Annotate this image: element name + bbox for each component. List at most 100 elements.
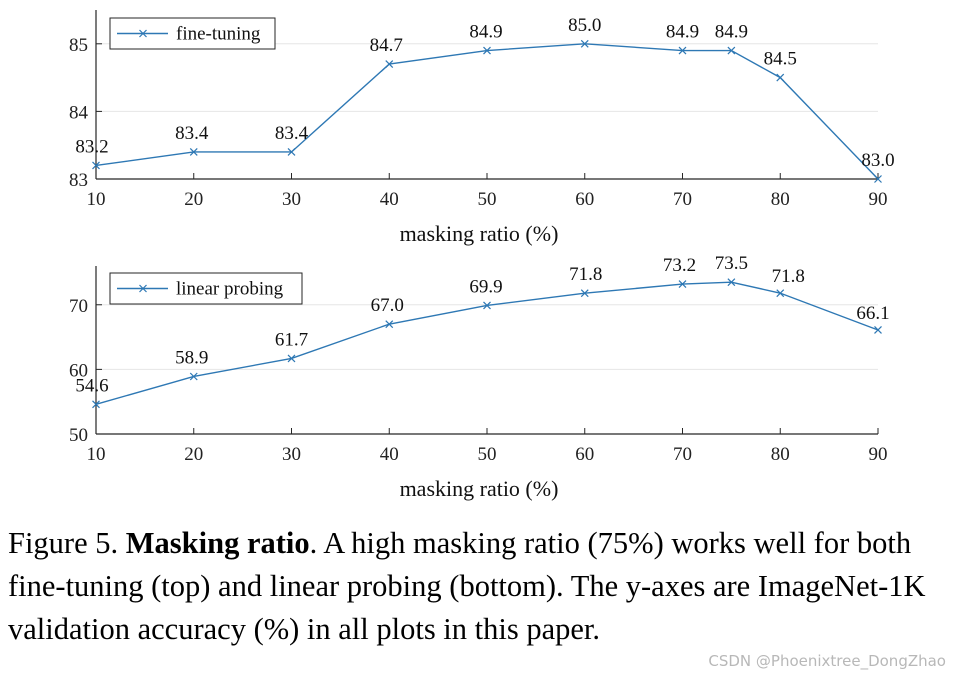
series-line: [95, 43, 879, 180]
x-tick-label: 30: [282, 444, 301, 465]
data-point-marker: [678, 280, 687, 289]
x-tick-label: 10: [87, 189, 106, 210]
marker-stroke: [776, 289, 785, 298]
data-label: 66.1: [856, 303, 889, 324]
data-label: 84.9: [666, 22, 699, 43]
x-tick-label: 70: [673, 189, 692, 210]
y-tick-label: 60: [69, 360, 88, 381]
x-tick-label: 90: [869, 444, 888, 465]
data-label: 67.0: [371, 295, 404, 316]
data-point-marker: [385, 60, 394, 69]
x-tick-label: 20: [184, 444, 203, 465]
y-tick-label: 83: [69, 170, 88, 191]
x-axis-title: masking ratio (%): [400, 476, 559, 501]
data-point-marker: [776, 289, 785, 298]
caption-body: . A high masking ratio (75%) works well …: [8, 526, 926, 646]
data-label: 73.2: [663, 255, 696, 276]
data-label: 85.0: [568, 15, 601, 36]
caption-bold-title: Masking ratio: [125, 526, 310, 560]
data-label: 83.2: [75, 136, 108, 157]
x-tick-label: 50: [478, 444, 497, 465]
data-point-marker: [189, 148, 198, 156]
data-point-marker: [385, 320, 394, 329]
series-line: [95, 281, 879, 405]
data-label: 61.7: [275, 329, 308, 350]
data-label: 83.4: [275, 123, 309, 144]
data-point-marker: [483, 46, 491, 55]
marker-stroke: [776, 73, 785, 82]
data-point-marker: [580, 39, 589, 48]
marker-stroke: [385, 320, 394, 329]
data-point-marker: [92, 400, 100, 409]
x-tick-label: 50: [478, 189, 497, 210]
data-label: 84.9: [715, 22, 748, 43]
marker-stroke: [385, 60, 394, 69]
x-tick-label: 90: [869, 189, 888, 210]
data-label: 84.7: [370, 35, 403, 56]
marker-stroke: [580, 39, 589, 48]
fine-tuning-panel: 10 20 30 40 50 60 70 80 90 83 84 85 masking ratio (%…: [69, 10, 895, 246]
legend-label: fine-tuning: [176, 24, 261, 45]
data-label: 71.8: [569, 264, 602, 285]
legend-marker-sample: [139, 284, 147, 293]
x-tick-label: 60: [575, 444, 594, 465]
data-point-marker: [727, 278, 736, 287]
marker-stroke: [727, 46, 736, 55]
data-label: 84.9: [469, 22, 502, 43]
x-tick-label: 80: [771, 444, 790, 465]
data-point-marker: [287, 354, 296, 363]
x-tick-label: 60: [575, 189, 594, 210]
marker-stroke: [287, 354, 296, 363]
data-point-marker: [727, 46, 736, 55]
x-tick-label: 10: [87, 444, 106, 465]
marker-stroke: [678, 280, 687, 289]
marker-stroke: [189, 148, 198, 156]
caption-prefix: Figure 5.: [8, 526, 126, 560]
legend-label: linear probing: [176, 279, 284, 300]
marker-stroke: [678, 46, 687, 55]
legend-marker-sample: [139, 29, 147, 38]
y-tick-label: 50: [69, 425, 88, 446]
data-point-marker: [92, 161, 100, 170]
x-tick-label: 80: [771, 189, 790, 210]
x-tick-label: 40: [380, 189, 399, 210]
y-tick-label: 85: [69, 35, 88, 56]
data-point-marker: [678, 46, 687, 55]
marker-stroke: [92, 400, 100, 409]
marker-stroke: [874, 175, 882, 183]
x-tick-label: 40: [380, 444, 399, 465]
data-point-marker: [483, 301, 491, 310]
data-point-marker: [874, 175, 882, 183]
data-point-marker: [287, 148, 296, 156]
x-tick-label: 70: [673, 444, 692, 465]
data-label: 69.9: [469, 276, 502, 297]
marker-stroke: [287, 148, 296, 156]
data-label: 83.0: [861, 150, 894, 171]
data-label: 83.4: [175, 123, 209, 144]
data-point-marker: [776, 73, 785, 82]
marker-stroke: [483, 301, 491, 310]
figure-caption: Figure 5. Masking ratio. A high masking …: [8, 522, 958, 651]
y-tick-label: 70: [69, 296, 88, 317]
data-label: 71.8: [772, 266, 805, 287]
data-point-marker: [189, 372, 198, 381]
watermark: CSDN @Phoenixtree_DongZhao: [708, 652, 946, 670]
data-label: 84.5: [764, 49, 797, 70]
linear-probing-panel: 10 20 30 40 50 60 70 80 90 50 60 70 masking ratio (%…: [69, 253, 890, 501]
data-label: 54.6: [75, 375, 108, 396]
marker-stroke: [874, 326, 882, 334]
marker-stroke: [92, 161, 100, 170]
data-label: 58.9: [175, 347, 208, 368]
x-tick-label: 20: [184, 189, 203, 210]
data-point-marker: [874, 326, 882, 334]
x-axis-title: masking ratio (%): [400, 221, 559, 246]
marker-stroke: [727, 278, 736, 287]
y-tick-label: 84: [69, 102, 89, 123]
figure: 10 20 30 40 50 60 70 80 90 83 84 85 masking ratio (%…: [69, 10, 895, 501]
data-point-marker: [580, 289, 589, 298]
data-label: 73.5: [715, 253, 748, 274]
x-tick-label: 30: [282, 189, 301, 210]
marker-stroke: [189, 372, 198, 381]
marker-stroke: [580, 289, 589, 298]
marker-stroke: [483, 46, 491, 55]
